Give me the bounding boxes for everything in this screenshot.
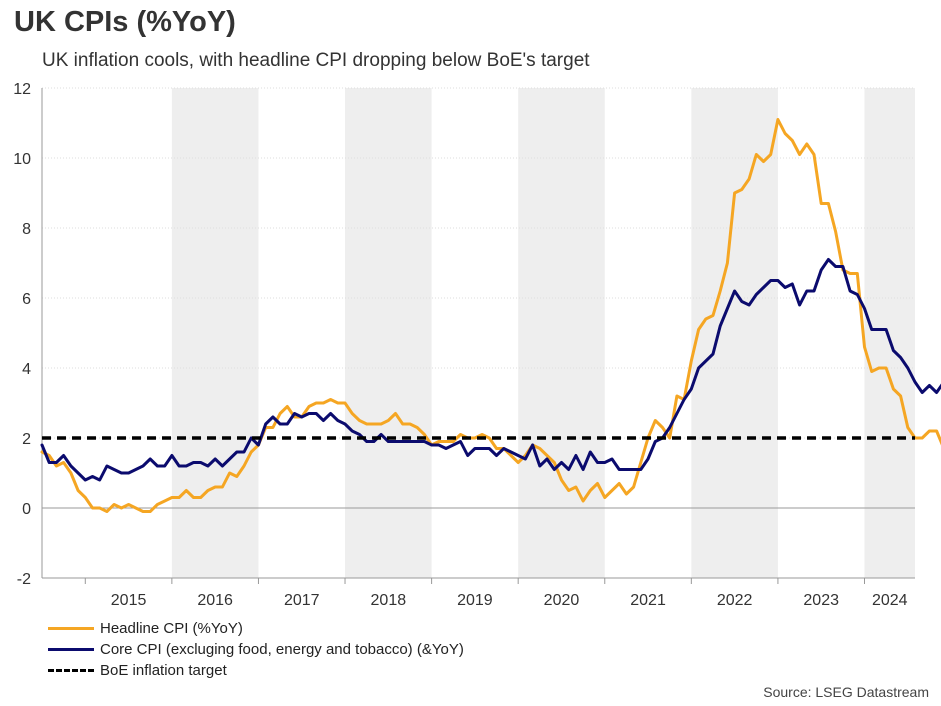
chart-title: UK CPIs (%YoY) — [14, 6, 236, 38]
y-tick-label: 2 — [22, 431, 31, 448]
x-tick-label: 2019 — [457, 592, 493, 609]
y-tick-label: 12 — [13, 81, 31, 98]
shaded-band-2016 — [171, 88, 259, 578]
legend-item-target: BoE inflation target — [48, 660, 464, 681]
legend: Headline CPI (%YoY) Core CPI (excluging … — [48, 618, 464, 681]
legend-item-headline: Headline CPI (%YoY) — [48, 618, 464, 639]
x-tick-label: 2018 — [371, 592, 407, 609]
x-tick-label: 2024 — [872, 592, 908, 609]
legend-label-core: Core CPI (excluging food, energy and tob… — [100, 641, 464, 658]
x-tick-label: 2022 — [717, 592, 753, 609]
source-note: Source: LSEG Datastream — [763, 684, 929, 700]
y-tick-label: 8 — [22, 221, 31, 238]
shaded-band-2018 — [345, 88, 432, 578]
series-line-core — [40, 258, 941, 482]
legend-swatch-target — [48, 669, 94, 672]
y-tick-label: 4 — [22, 361, 31, 378]
legend-swatch-headline — [48, 627, 94, 630]
x-tick-label: 2023 — [803, 592, 839, 609]
shaded-band-2020 — [518, 88, 605, 578]
y-tick-label: 0 — [22, 501, 31, 518]
legend-item-core: Core CPI (excluging food, energy and tob… — [48, 639, 464, 660]
legend-label-target: BoE inflation target — [100, 662, 227, 679]
series-line-headline — [40, 118, 941, 513]
x-tick-label: 2020 — [544, 592, 580, 609]
legend-swatch-core — [48, 648, 94, 651]
chart-subtitle: UK inflation cools, with headline CPI dr… — [42, 50, 590, 71]
legend-label-headline: Headline CPI (%YoY) — [100, 620, 243, 637]
x-tick-label: 2016 — [197, 592, 233, 609]
y-tick-label: 6 — [22, 291, 31, 308]
x-tick-label: 2015 — [111, 592, 147, 609]
y-tick-label: -2 — [17, 571, 31, 588]
x-tick-label: 2021 — [630, 592, 666, 609]
chart-canvas: -2 0 2 4 6 8 10 12 2015 2016 2017 2018 2019 2020 2021 2… — [13, 81, 941, 609]
x-tick-label: 2017 — [284, 592, 320, 609]
shaded-band-2024 — [864, 88, 915, 578]
y-tick-label: 10 — [13, 151, 31, 168]
shaded-band-2022 — [691, 88, 778, 578]
